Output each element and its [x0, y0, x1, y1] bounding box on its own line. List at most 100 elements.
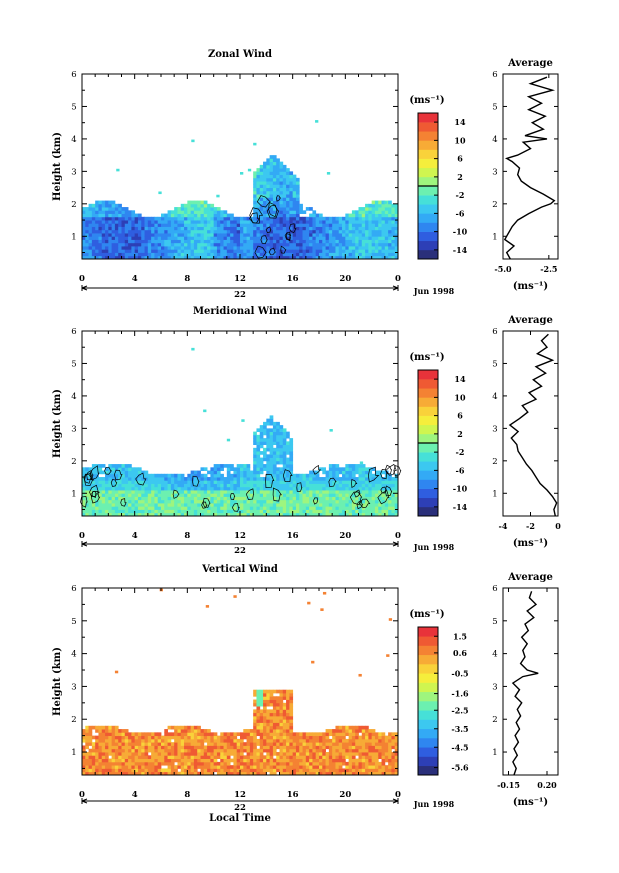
heatmap-cell	[154, 477, 159, 481]
heatmap-cell	[147, 748, 152, 753]
heatmap-cell	[256, 765, 261, 769]
heatmap-cell	[371, 758, 376, 763]
heatmap-cell	[85, 742, 89, 746]
heatmap-cell	[184, 203, 188, 208]
heatmap-cell	[197, 729, 201, 733]
heatmap-cell	[141, 233, 145, 237]
heatmap-cell	[226, 503, 231, 507]
heatmap-cell	[200, 486, 205, 491]
x-tick-label: 12	[234, 274, 246, 284]
heatmap-cell	[108, 509, 113, 514]
heatmap-cell	[269, 438, 274, 442]
heatmap-cell	[302, 768, 307, 773]
heatmap-cell	[368, 512, 373, 517]
heatmap-cell	[82, 761, 86, 766]
heatmap-cell	[371, 246, 376, 250]
heatmap-cell	[161, 752, 165, 756]
heatmap-cell	[240, 752, 244, 756]
heatmap-cell	[272, 729, 277, 733]
heatmap-cell	[114, 493, 119, 497]
heatmap-cell	[295, 210, 300, 214]
heatmap-cell	[144, 752, 149, 756]
heatmap-cell	[124, 229, 129, 234]
heatmap-cell	[342, 738, 346, 743]
heatmap-cell	[111, 512, 116, 517]
heatmap-cell	[95, 748, 99, 753]
heatmap-cell	[223, 732, 228, 737]
heatmap-cell	[95, 210, 99, 214]
heatmap-cell	[213, 742, 218, 746]
heatmap-cell	[161, 220, 165, 224]
heatmap-cell	[374, 732, 379, 737]
heatmap-cell	[279, 168, 284, 172]
x-tick-label: 20	[339, 531, 351, 541]
heatmap-cell	[279, 431, 284, 436]
heatmap-cell	[177, 496, 182, 501]
heatmap-cell	[121, 742, 126, 746]
heatmap-cell	[289, 483, 294, 488]
heatmap-cell	[289, 738, 294, 743]
heatmap-cell	[332, 499, 336, 504]
contour-line	[266, 204, 280, 219]
heatmap-cell	[266, 252, 271, 257]
heatmap-cell	[177, 477, 182, 481]
heatmap-cell	[190, 742, 195, 746]
heatmap-cell	[121, 752, 126, 756]
heatmap-cell	[220, 480, 224, 484]
heatmap-cell	[325, 255, 330, 260]
heatmap-cell	[240, 735, 244, 740]
average-y-tick-label: 1	[492, 489, 497, 499]
heatmap-cell	[134, 752, 139, 756]
heatmap-cell	[226, 765, 231, 769]
heatmap-cell	[226, 242, 231, 247]
heatmap-cell	[299, 246, 303, 250]
heatmap-cell	[95, 742, 99, 746]
heatmap-cell	[216, 194, 220, 198]
heatmap-cell	[161, 761, 165, 766]
heatmap-cell	[272, 177, 277, 182]
heatmap-cell	[144, 236, 149, 240]
heatmap-cell	[180, 249, 185, 253]
heatmap-cell	[266, 161, 271, 166]
heatmap-cell	[118, 499, 122, 504]
heatmap-cell	[266, 194, 271, 198]
heatmap-cell	[249, 483, 254, 488]
heatmap-cell	[216, 486, 221, 491]
heatmap-cell	[325, 246, 330, 250]
heatmap-cell	[91, 742, 96, 746]
heatmap-cell	[236, 226, 241, 231]
heatmap-cell	[332, 470, 336, 475]
heatmap-cell	[157, 229, 162, 234]
heatmap-cell	[371, 255, 376, 260]
heatmap-cell	[388, 226, 392, 231]
heatmap-cell	[325, 473, 330, 478]
heatmap-cell	[286, 692, 290, 697]
heatmap-cell	[128, 223, 132, 227]
heatmap-cell	[335, 752, 340, 756]
heatmap-cell	[95, 490, 99, 494]
heatmap-cell	[282, 768, 287, 773]
heatmap-cell	[325, 735, 330, 740]
colorbar-tick-label: -14	[453, 502, 468, 512]
heatmap-cell	[98, 493, 103, 497]
heatmap-cell	[381, 203, 386, 208]
heatmap-cell	[121, 738, 126, 743]
heatmap-cell	[91, 483, 96, 488]
heatmap-cell	[272, 512, 277, 517]
heatmap-cell	[292, 187, 297, 192]
heatmap-cell	[147, 220, 152, 224]
heatmap-cell	[282, 493, 287, 497]
heatmap-cell	[269, 689, 274, 694]
heatmap-cell	[391, 210, 396, 214]
heatmap-cell	[286, 696, 290, 700]
heatmap-cell	[368, 246, 373, 250]
heatmap-cell	[220, 765, 224, 769]
heatmap-cell	[272, 706, 277, 710]
heatmap-cell	[197, 752, 201, 756]
heatmap-cell	[98, 207, 103, 211]
heatmap-cell	[276, 168, 280, 172]
heatmap-cell	[177, 220, 182, 224]
heatmap-cell	[167, 509, 172, 514]
heatmap-cell	[193, 223, 198, 227]
heatmap-cell	[391, 236, 396, 240]
